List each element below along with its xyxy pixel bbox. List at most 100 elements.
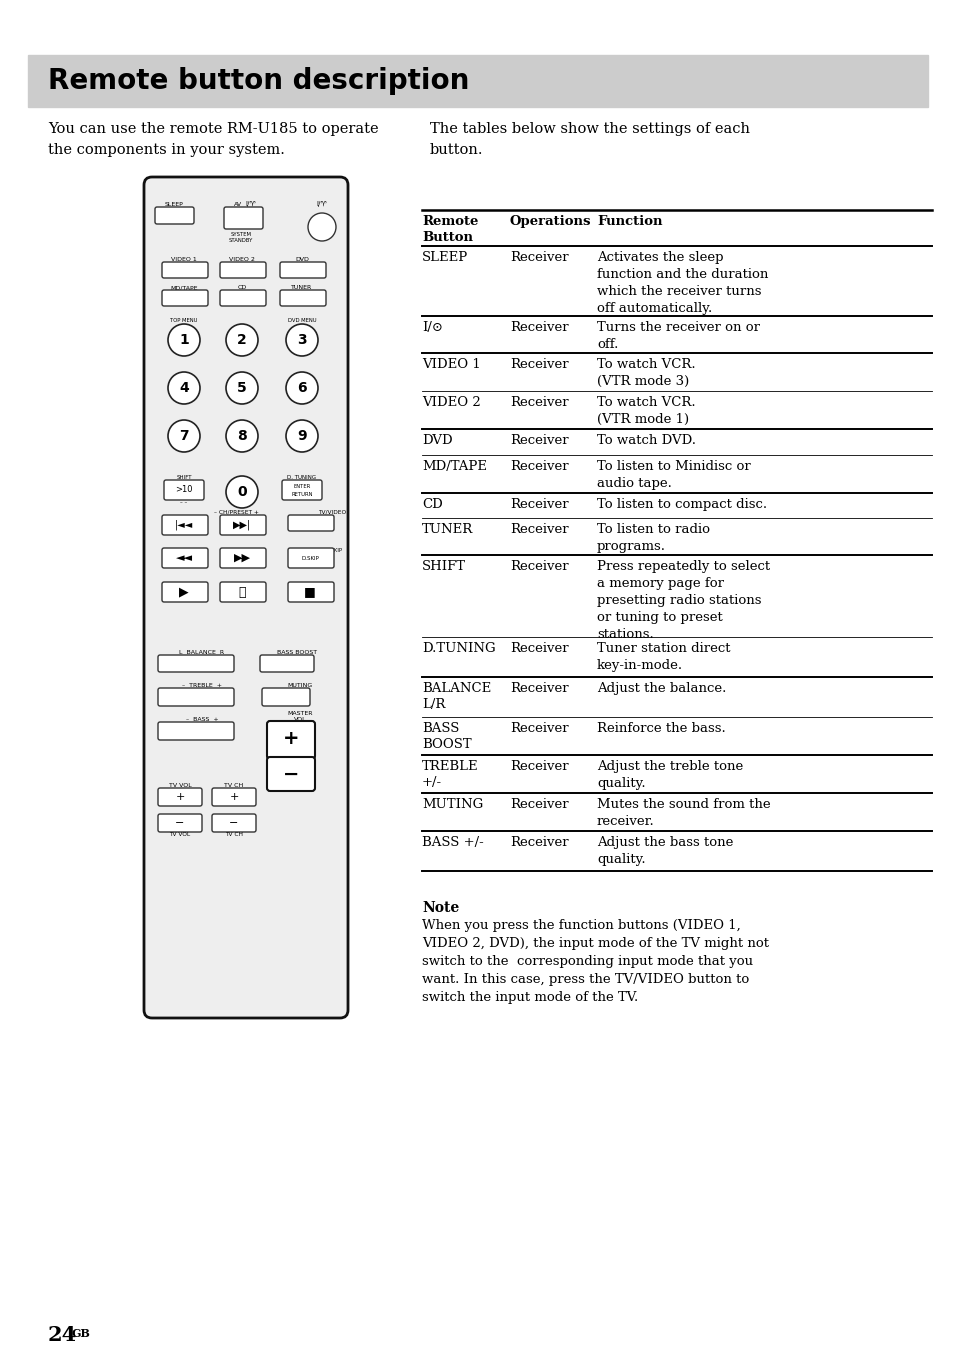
Text: You can use the remote RM-U185 to operate
the components in your system.: You can use the remote RM-U185 to operat… <box>48 122 378 157</box>
FancyBboxPatch shape <box>212 788 255 806</box>
Text: 3: 3 <box>297 333 307 347</box>
Text: Tuner station direct
key-in-mode.: Tuner station direct key-in-mode. <box>597 642 730 672</box>
Text: ⏸: ⏸ <box>238 585 246 599</box>
Text: Function: Function <box>597 215 661 228</box>
Text: Receiver: Receiver <box>510 460 568 473</box>
Text: To listen to compact disc.: To listen to compact disc. <box>597 498 766 511</box>
FancyBboxPatch shape <box>260 654 314 672</box>
Text: BALANCE
L/R: BALANCE L/R <box>421 681 491 711</box>
Text: –  TREBLE  +: – TREBLE + <box>182 683 222 688</box>
Text: 8: 8 <box>237 429 247 443</box>
Text: GB: GB <box>71 1328 91 1338</box>
Text: MUTING: MUTING <box>287 683 313 688</box>
Text: 9: 9 <box>297 429 307 443</box>
Text: Receiver: Receiver <box>510 560 568 573</box>
Text: D.SKIP: D.SKIP <box>301 556 318 561</box>
Circle shape <box>286 372 317 404</box>
Text: ▶▶: ▶▶ <box>233 553 251 562</box>
Text: 1: 1 <box>179 333 189 347</box>
Text: −: − <box>175 818 185 827</box>
Text: D. TUNING: D. TUNING <box>287 475 316 480</box>
Text: – CH/PRESET +: – CH/PRESET + <box>213 510 258 515</box>
FancyBboxPatch shape <box>220 548 266 568</box>
FancyBboxPatch shape <box>288 581 334 602</box>
FancyBboxPatch shape <box>220 289 266 306</box>
Text: ANT
TV/VTR: ANT TV/VTR <box>294 548 314 558</box>
FancyBboxPatch shape <box>220 262 266 279</box>
Text: TV VOL: TV VOL <box>170 831 191 837</box>
Text: SHIFT: SHIFT <box>176 475 192 480</box>
Text: SLEEP: SLEEP <box>421 251 468 264</box>
Text: Adjust the balance.: Adjust the balance. <box>597 681 725 695</box>
Text: ■: ■ <box>304 585 315 599</box>
FancyBboxPatch shape <box>158 654 233 672</box>
Text: To watch VCR.
(VTR mode 1): To watch VCR. (VTR mode 1) <box>597 396 695 426</box>
Text: VIDEO 2: VIDEO 2 <box>421 396 480 410</box>
Circle shape <box>168 324 200 356</box>
Text: Receiver: Receiver <box>510 836 568 849</box>
FancyBboxPatch shape <box>162 581 208 602</box>
Text: 7: 7 <box>179 429 189 443</box>
Text: −: − <box>229 818 238 827</box>
Circle shape <box>226 420 257 452</box>
Text: Remote
Button: Remote Button <box>421 215 477 243</box>
Text: BASS
BOOST: BASS BOOST <box>421 722 471 750</box>
Text: Press repeatedly to select
a memory page for
presetting radio stations
or tuning: Press repeatedly to select a memory page… <box>597 560 769 641</box>
Text: CD: CD <box>237 285 247 289</box>
Text: I/♈: I/♈ <box>316 201 327 207</box>
FancyBboxPatch shape <box>262 688 310 706</box>
Text: TREBLE
+/-: TREBLE +/- <box>421 760 478 790</box>
Text: Note: Note <box>421 900 458 915</box>
Text: Activates the sleep
function and the duration
which the receiver turns
off autom: Activates the sleep function and the dur… <box>597 251 767 315</box>
Text: Receiver: Receiver <box>510 498 568 511</box>
FancyBboxPatch shape <box>162 515 208 535</box>
Text: Receiver: Receiver <box>510 358 568 370</box>
Text: |◄◄: |◄◄ <box>174 519 193 530</box>
Text: DVD: DVD <box>421 434 452 448</box>
FancyBboxPatch shape <box>267 721 314 758</box>
Text: TUNER: TUNER <box>421 523 473 535</box>
Text: Adjust the treble tone
quality.: Adjust the treble tone quality. <box>597 760 742 790</box>
FancyBboxPatch shape <box>288 515 334 531</box>
FancyBboxPatch shape <box>144 177 348 1018</box>
Text: TUNER: TUNER <box>291 285 313 289</box>
Text: Receiver: Receiver <box>510 320 568 334</box>
Text: The tables below show the settings of each
button.: The tables below show the settings of ea… <box>430 122 749 157</box>
Text: ▶▶|: ▶▶| <box>233 519 251 530</box>
Circle shape <box>168 420 200 452</box>
Text: 24: 24 <box>48 1325 77 1345</box>
Text: BASS BOOST: BASS BOOST <box>276 650 316 654</box>
Text: TV VOL: TV VOL <box>169 783 192 788</box>
Text: Receiver: Receiver <box>510 722 568 735</box>
FancyBboxPatch shape <box>162 262 208 279</box>
Text: I/⊙: I/⊙ <box>421 320 442 334</box>
Text: TOP MENU: TOP MENU <box>170 318 197 323</box>
Circle shape <box>168 372 200 404</box>
Text: DVD MENU: DVD MENU <box>288 318 316 323</box>
Text: +: + <box>175 792 185 802</box>
Circle shape <box>226 372 257 404</box>
Text: Reinforce the bass.: Reinforce the bass. <box>597 722 725 735</box>
Text: MUTING: MUTING <box>421 798 483 811</box>
Text: L  BALANCE  R: L BALANCE R <box>179 650 224 654</box>
FancyBboxPatch shape <box>267 757 314 791</box>
FancyBboxPatch shape <box>288 548 334 568</box>
Bar <box>28 55 927 107</box>
Text: VIDEO 1: VIDEO 1 <box>171 257 196 262</box>
Text: 2: 2 <box>237 333 247 347</box>
Text: SYSTEM
STANDBY: SYSTEM STANDBY <box>229 233 253 243</box>
Text: Receiver: Receiver <box>510 396 568 410</box>
Text: SHIFT: SHIFT <box>421 560 465 573</box>
FancyBboxPatch shape <box>212 814 255 831</box>
Text: Operations: Operations <box>510 215 591 228</box>
Text: RETURN: RETURN <box>291 492 313 496</box>
Text: Remote button description: Remote button description <box>48 68 469 95</box>
Text: VIDEO 2: VIDEO 2 <box>229 257 254 262</box>
Text: Receiver: Receiver <box>510 681 568 695</box>
Text: BASS +/-: BASS +/- <box>421 836 483 849</box>
Text: – –: – – <box>180 500 188 506</box>
Circle shape <box>286 324 317 356</box>
FancyBboxPatch shape <box>158 814 202 831</box>
Text: Receiver: Receiver <box>510 760 568 773</box>
Text: 5: 5 <box>237 381 247 395</box>
